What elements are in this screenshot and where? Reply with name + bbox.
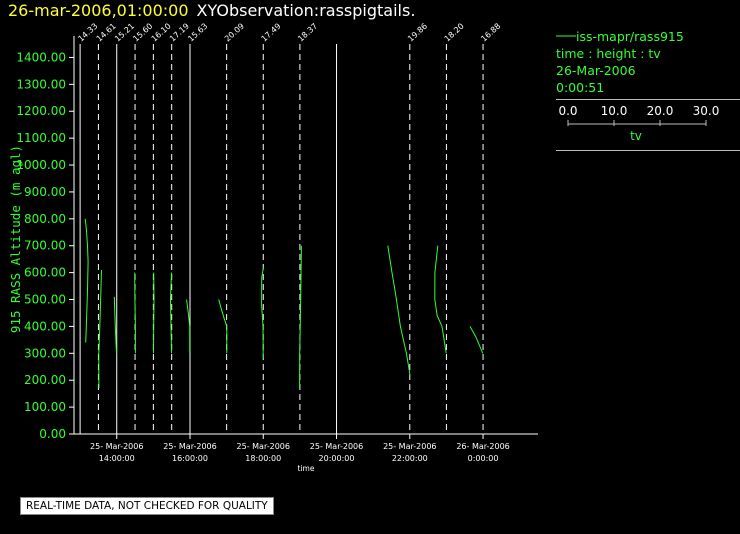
y-tick-label: 500.00 <box>24 293 66 307</box>
profile-baseline-label: 15.63 <box>186 21 209 43</box>
y-tick-label: 300.00 <box>24 346 66 360</box>
legend-divider <box>556 99 740 100</box>
observation-datetime: 26-mar-2006,01:00:00 <box>8 1 189 20</box>
profile-baseline-label: 16.88 <box>479 21 502 43</box>
x-tick-date: 25- Mar-2006 <box>310 442 363 451</box>
tv-scale-label: tv <box>630 129 642 143</box>
chart-header: 26-mar-2006,01:00:00 XYObservation:rasspi… <box>8 1 415 20</box>
y-tick-label: 100.00 <box>24 400 66 414</box>
tv-profile-line <box>218 299 228 354</box>
legend-divider <box>556 150 740 151</box>
tv-profile-line <box>387 245 411 375</box>
legend-time: 0:00:51 <box>556 80 605 95</box>
legend-series-label: iss-mapr/rass915 <box>576 29 684 44</box>
tv-scale-tick-label: 20.0 <box>647 104 674 118</box>
x-tick-label: 22:00:00 <box>392 454 428 463</box>
x-tick-date: 25- Mar-2006 <box>383 442 436 451</box>
observation-title: XYObservation:rasspigtails. <box>196 1 416 20</box>
x-tick-label: 14:00:00 <box>99 454 135 463</box>
tv-profile-line <box>113 296 117 354</box>
tv-scale-tick-label: 30.0 <box>693 104 720 118</box>
profile-baseline-label: 15.21 <box>113 21 136 43</box>
tv-profile-line <box>98 269 102 389</box>
x-tick-label: 18:00:00 <box>245 454 281 463</box>
legend-date: 26-Mar-2006 <box>556 63 636 78</box>
y-tick-label: 200.00 <box>24 373 66 387</box>
x-tick-date: 25- Mar-2006 <box>90 442 143 451</box>
profile-baseline-label: 17.19 <box>168 21 191 43</box>
legend-series: iss-mapr/rass915 <box>556 28 740 45</box>
profile-baseline-label: 19.86 <box>406 21 429 43</box>
y-tick-label: 900.00 <box>24 185 66 199</box>
y-tick-label: 800.00 <box>24 212 66 226</box>
profile-baseline-label: 18.20 <box>443 21 466 43</box>
x-tick-label: 0:00:00 <box>468 454 499 463</box>
tv-scale-tick-label: 10.0 <box>601 104 628 118</box>
profile-baseline-label: 20.09 <box>223 21 246 43</box>
profile-baseline-label: 16.10 <box>150 21 173 43</box>
tv-profile-line <box>84 218 89 343</box>
legend-line-sample <box>556 35 576 37</box>
y-tick-label: 700.00 <box>24 239 66 253</box>
y-tick-label: 1400.00 <box>16 50 66 64</box>
tv-profile-line <box>434 245 447 354</box>
profile-baseline-label: 15.60 <box>131 21 154 43</box>
y-tick-label: 1000.00 <box>16 158 66 172</box>
profile-baseline-label: 17.49 <box>260 21 283 43</box>
y-tick-label: 400.00 <box>24 319 66 333</box>
y-tick-label: 1200.00 <box>16 104 66 118</box>
x-tick-date: 25- Mar-2006 <box>163 442 216 451</box>
tv-profile-line <box>261 267 264 359</box>
legend-axes: time : height : tv <box>556 46 661 61</box>
profile-baseline-label: 14.61 <box>95 21 118 43</box>
profile-baseline-label: 18.37 <box>296 21 319 43</box>
y-tick-label: 1100.00 <box>16 131 66 145</box>
legend-panel: iss-mapr/rass915 time : height : tv 26-M… <box>556 28 740 151</box>
x-tick-date: 25- Mar-2006 <box>237 442 290 451</box>
y-tick-label: 1300.00 <box>16 77 66 91</box>
tv-profile-line <box>134 272 136 354</box>
legend-tv-scale: 0.0 10.0 20.0 30.0 tv <box>558 104 720 143</box>
tv-profile-line <box>299 245 302 389</box>
y-tick-label: 600.00 <box>24 266 66 280</box>
y-tick-label: 0.00 <box>39 427 66 441</box>
x-tick-label: 16:00:00 <box>172 454 208 463</box>
tv-profile-line <box>469 326 484 354</box>
quality-warning: REAL-TIME DATA, NOT CHECKED FOR QUALITY <box>20 497 274 515</box>
tv-profile-line <box>169 272 172 354</box>
y-axis-label: 915 RASS Altitude (m agl) <box>8 145 23 333</box>
x-tick-label: 20:00:00 <box>319 454 355 463</box>
tv-profile-line <box>153 272 155 354</box>
x-tick-date: 26- Mar-2006 <box>456 442 509 451</box>
x-axis-label: time <box>298 464 315 473</box>
tv-scale-tick-label: 0.0 <box>558 104 577 118</box>
tv-profile-line <box>186 299 191 354</box>
profile-baseline-label: 14.33 <box>76 21 99 43</box>
